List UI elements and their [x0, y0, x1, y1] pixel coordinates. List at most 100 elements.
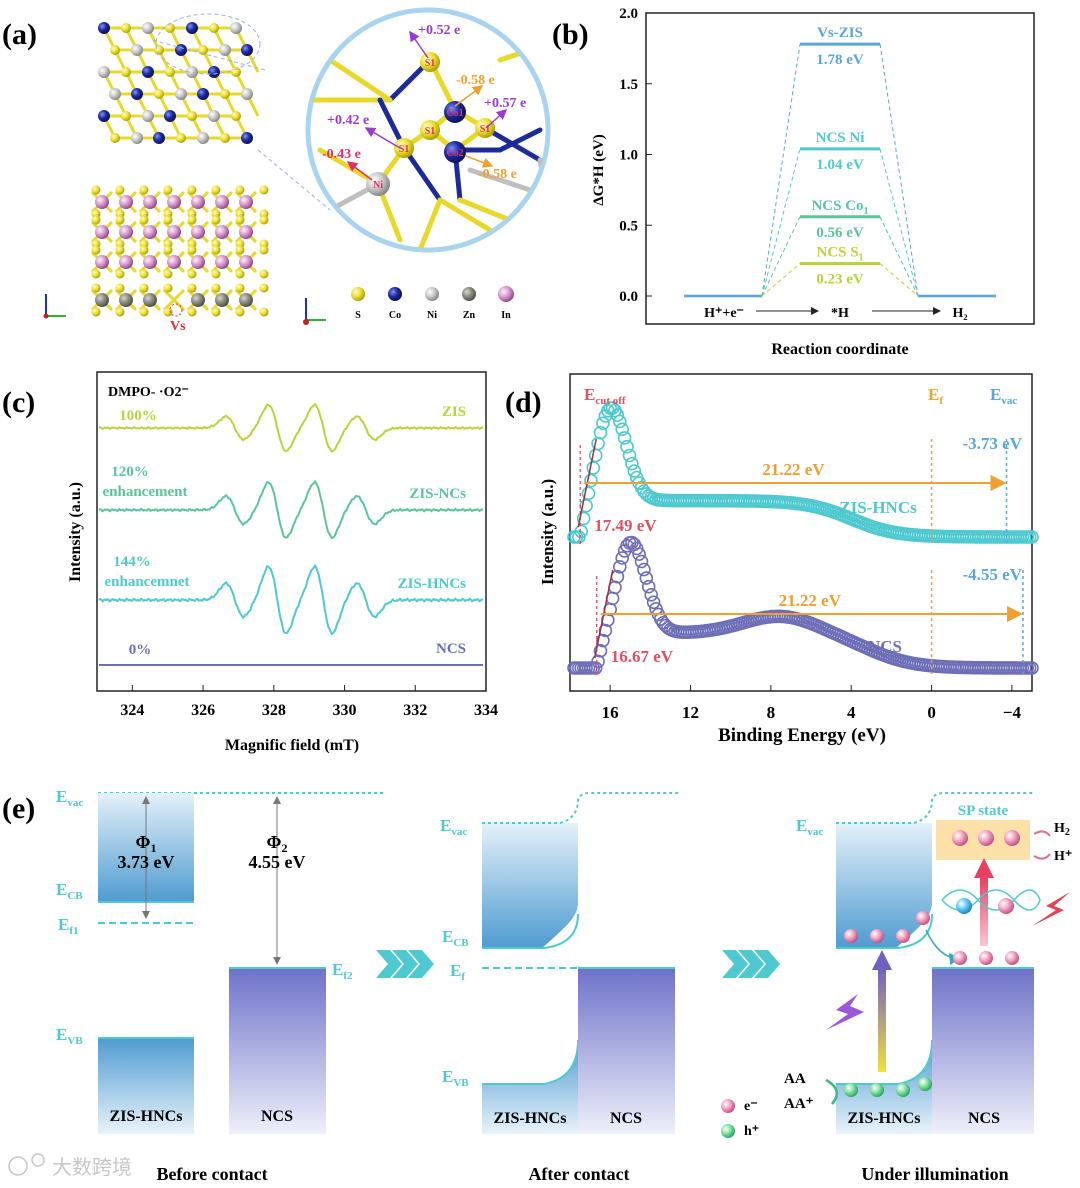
- x-tick-label: 326: [191, 702, 215, 719]
- atom: [209, 23, 219, 33]
- evac-line-after: [482, 792, 680, 824]
- plot-area-d: 21.22 eV 17.49 eV -3.73 eV ZIS-HNCs 21.22 eV…: [567, 401, 1039, 678]
- zoom-atom-label: Co1: [446, 108, 463, 119]
- x-axis-c: 324 326 328 330 332 334: [120, 685, 498, 719]
- atom-s: [91, 185, 101, 195]
- diagram-before-contact: Φ1 3.73 eV Φ2 4.55 eV Evac ECB Ef1 EVB E…: [56, 787, 386, 1184]
- atom-metal: [239, 255, 253, 269]
- watermark-text: 大数跨境: [52, 1155, 132, 1179]
- state-labels-b: H⁺+e⁻ *H H₂: [704, 306, 967, 321]
- zoom-atom: [444, 101, 466, 123]
- electron-particle: [870, 929, 884, 943]
- atom: [231, 111, 241, 121]
- spectrum-zis-ncs: [98, 479, 484, 540]
- phi1-label: Φ1: [136, 832, 157, 855]
- chart-title-c: DMPO- ·O2⁻: [108, 385, 189, 400]
- state-final: H₂: [952, 306, 967, 321]
- phi2-value: 4.55 eV: [249, 852, 306, 872]
- aa-arrow: [825, 1078, 839, 1105]
- connector-left: [761, 44, 801, 297]
- watermark: 大数跨境: [8, 1153, 132, 1179]
- panel-label-c: (c): [2, 386, 35, 419]
- series-note2-1: enhancement: [103, 484, 188, 500]
- ncs-block-before: [229, 968, 326, 1134]
- spectrum-zis-hncs: [98, 563, 484, 636]
- y-axis-label-c: Intensity (a.u.): [67, 482, 84, 582]
- charge-s-left: +0.42 e: [327, 113, 369, 128]
- atom-s: [235, 215, 245, 225]
- series-value-3: 0.23 eV: [816, 271, 864, 287]
- arrow-ni: [346, 161, 373, 181]
- ef1-label: Ef1: [58, 915, 79, 937]
- atom-s: [187, 245, 197, 255]
- atom-s: [139, 215, 149, 225]
- data-point: [1025, 661, 1039, 675]
- electron-particle: [979, 951, 993, 965]
- x-axis-d: 16 12 8 4 0 −4: [602, 685, 1022, 722]
- atom-s: [91, 283, 101, 293]
- x-tick-label: 16: [602, 703, 619, 722]
- atom: [142, 66, 154, 78]
- data-point: [593, 425, 608, 440]
- atom-s: [139, 283, 149, 293]
- bond: [327, 57, 393, 103]
- atom-s: [115, 283, 125, 293]
- series-note-3: 0%: [129, 642, 152, 658]
- lightning-left-icon: [826, 994, 864, 1030]
- y-axis-label-b: ΔG*H (eV): [591, 134, 607, 205]
- atom-s: [139, 185, 149, 195]
- atom-metal: [239, 293, 253, 307]
- arrow-s1-top: [409, 30, 429, 59]
- excitation-arrowhead: [872, 950, 892, 970]
- atom-metal: [95, 255, 109, 269]
- atom-metal: [239, 195, 253, 209]
- zis-label-after: ZIS-HNCs: [494, 1110, 567, 1127]
- ecb-line-after: [482, 913, 579, 949]
- atom-s: [187, 283, 197, 293]
- caption-after: After contact: [528, 1164, 629, 1184]
- atom-s: [91, 215, 101, 225]
- evb-label-before: EVB: [56, 1025, 83, 1047]
- data-point: [615, 551, 630, 565]
- data-point: [610, 408, 625, 422]
- data-point: [646, 595, 661, 610]
- state-adsorbed: *H: [831, 306, 849, 321]
- series-value-2: 0.56 eV: [816, 225, 864, 241]
- chevron-arrows-2: [722, 950, 780, 978]
- span-label-1: 21.22 eV: [779, 591, 842, 610]
- atom: [131, 88, 143, 100]
- data-point: [584, 473, 598, 488]
- x-tick-label: 328: [262, 702, 286, 719]
- atom-s: [91, 269, 101, 279]
- atom: [153, 132, 165, 144]
- plasmon-particle: [998, 898, 1014, 914]
- atom-metal: [215, 293, 229, 307]
- data-point: [588, 661, 603, 675]
- atom: [241, 88, 253, 100]
- data-point: [644, 587, 659, 602]
- zoom-atom: [420, 52, 440, 72]
- atom: [142, 110, 154, 122]
- connector-left: [761, 148, 801, 297]
- sp-arrowhead: [974, 858, 994, 878]
- chevron-arrows-1: [376, 950, 434, 978]
- atom-s: [211, 307, 221, 317]
- atom: [219, 44, 231, 56]
- atom-metal: [119, 195, 133, 209]
- atom-s: [163, 245, 173, 255]
- atom-s: [259, 307, 269, 317]
- zoom-atom: [475, 118, 495, 138]
- aaplus-label: AA⁺: [784, 1096, 814, 1112]
- x-axis-label-c: Magnific field (mT): [225, 737, 359, 754]
- x-tick-label: 4: [847, 703, 856, 722]
- evb-line-illum: [836, 1039, 933, 1085]
- atom-s: [235, 283, 245, 293]
- ecb-label-after: ECB: [442, 927, 469, 949]
- phi1-value: 3.73 eV: [118, 852, 175, 872]
- atom-s: [259, 215, 269, 225]
- y-axis-label-d: Intensity (a.u.): [538, 479, 557, 585]
- atom: [131, 44, 143, 56]
- electron-particle: [1005, 951, 1019, 965]
- zis-cb-illum: [836, 823, 932, 948]
